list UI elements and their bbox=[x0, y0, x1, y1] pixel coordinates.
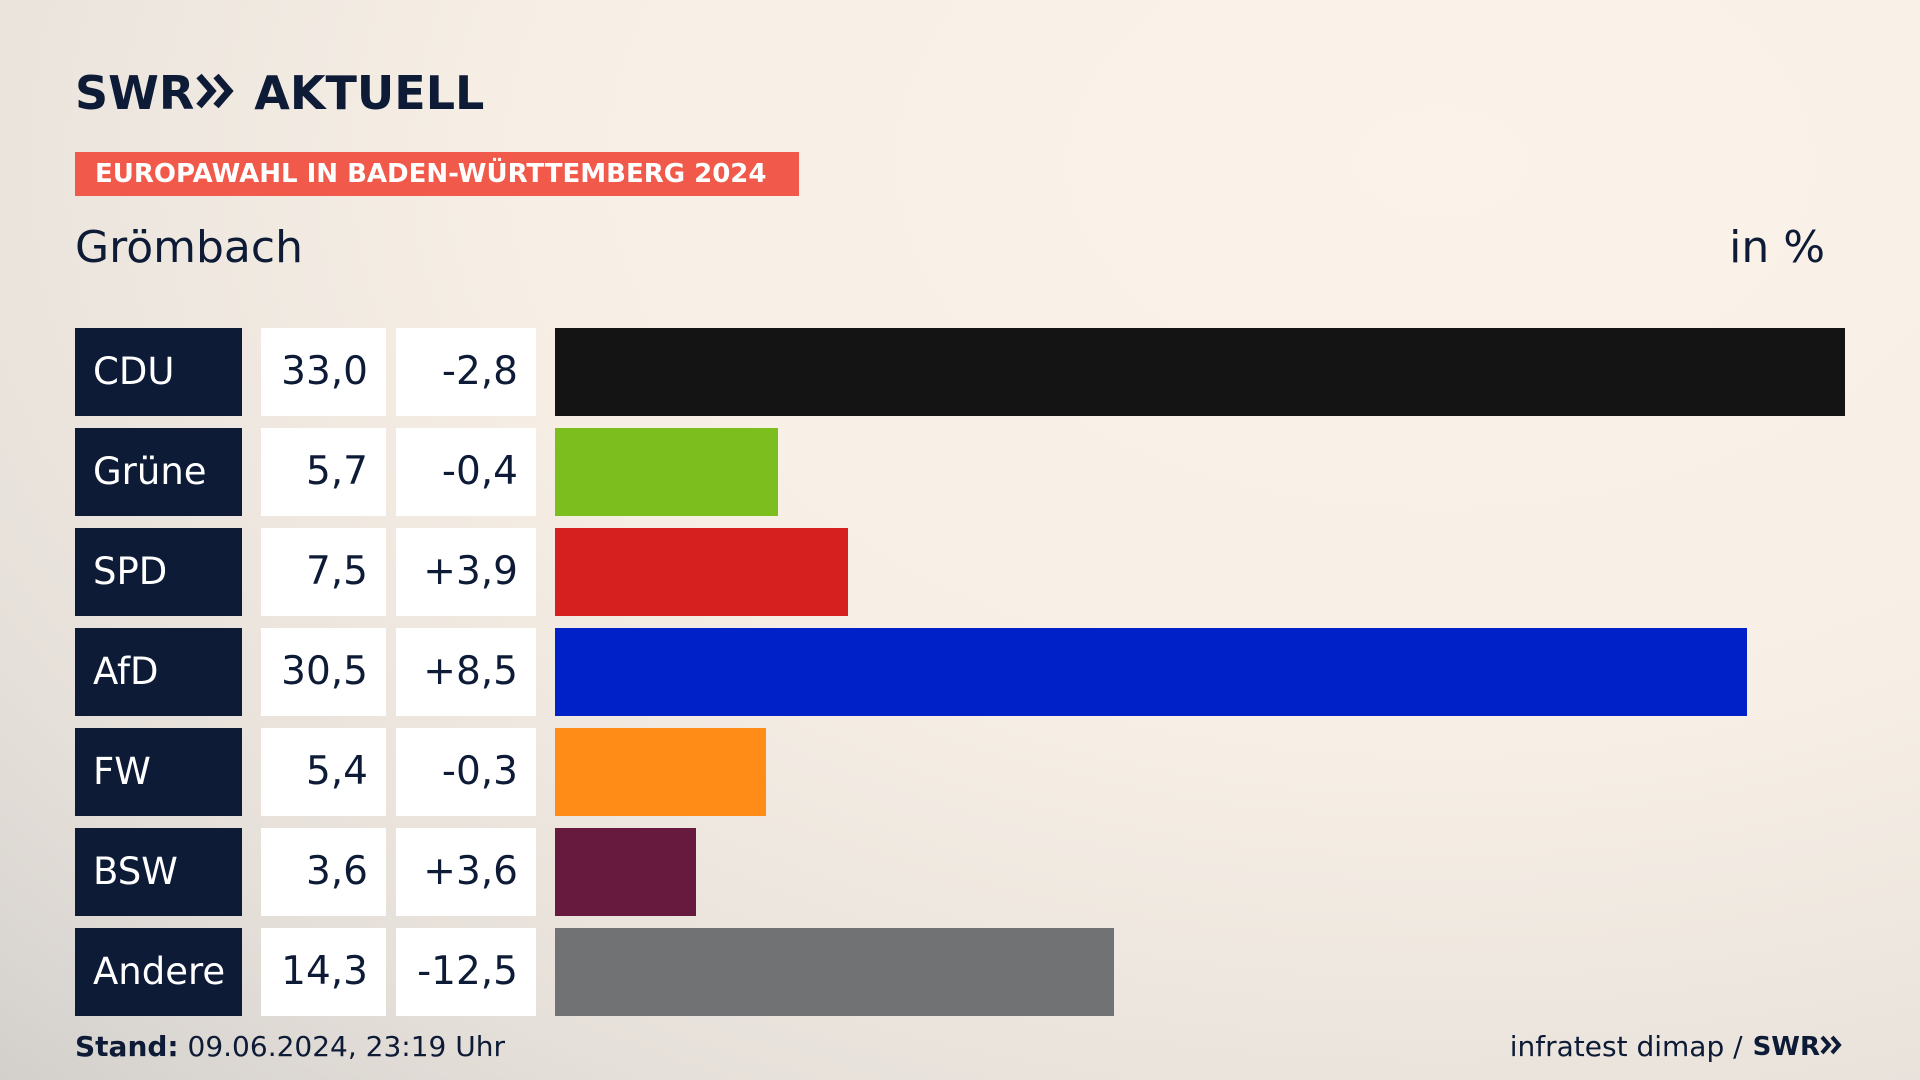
double-chevron-icon bbox=[196, 72, 236, 114]
vote-share-value: 5,7 bbox=[261, 428, 386, 516]
party-label: FW bbox=[75, 728, 242, 816]
timestamp: Stand: 09.06.2024, 23:19 Uhr bbox=[75, 1030, 505, 1063]
swr-aktuell-logo: SWR AKTUELL bbox=[75, 66, 484, 120]
source-text: infratest dimap / bbox=[1509, 1030, 1743, 1063]
result-bar bbox=[555, 728, 766, 816]
source-logo-swr: SWR bbox=[1752, 1031, 1820, 1062]
small-double-chevron-icon bbox=[1820, 1030, 1844, 1063]
result-bar bbox=[555, 628, 1747, 716]
stand-label: Stand: bbox=[75, 1030, 179, 1063]
party-label: Andere bbox=[75, 928, 242, 1016]
result-row: BSW 3,6 +3,6 bbox=[0, 828, 1920, 916]
vote-change-value: +3,9 bbox=[396, 528, 536, 616]
result-row: AfD 30,5 +8,5 bbox=[0, 628, 1920, 716]
stand-value: 09.06.2024, 23:19 Uhr bbox=[187, 1030, 505, 1063]
vote-change-value: -12,5 bbox=[396, 928, 536, 1016]
vote-share-value: 30,5 bbox=[261, 628, 386, 716]
party-label: BSW bbox=[75, 828, 242, 916]
vote-share-value: 14,3 bbox=[261, 928, 386, 1016]
logo-swr-text: SWR bbox=[75, 66, 195, 120]
result-bar bbox=[555, 528, 848, 616]
result-bar bbox=[555, 828, 696, 916]
result-row: SPD 7,5 +3,9 bbox=[0, 528, 1920, 616]
result-bar bbox=[555, 328, 1845, 416]
vote-change-value: +8,5 bbox=[396, 628, 536, 716]
vote-change-value: -0,3 bbox=[396, 728, 536, 816]
result-row: Grüne 5,7 -0,4 bbox=[0, 428, 1920, 516]
party-label: SPD bbox=[75, 528, 242, 616]
party-label: AfD bbox=[75, 628, 242, 716]
vote-share-value: 33,0 bbox=[261, 328, 386, 416]
result-row: FW 5,4 -0,3 bbox=[0, 728, 1920, 816]
vote-share-value: 5,4 bbox=[261, 728, 386, 816]
election-banner: EUROPAWAHL IN BADEN-WÜRTTEMBERG 2024 bbox=[75, 152, 799, 196]
party-label: CDU bbox=[75, 328, 242, 416]
logo-aktuell-text: AKTUELL bbox=[254, 66, 485, 120]
party-label: Grüne bbox=[75, 428, 242, 516]
place-title: Grömbach bbox=[75, 222, 303, 273]
vote-change-value: -0,4 bbox=[396, 428, 536, 516]
vote-change-value: +3,6 bbox=[396, 828, 536, 916]
source-credit: infratest dimap / SWR bbox=[1510, 1030, 1844, 1063]
vote-change-value: -2,8 bbox=[396, 328, 536, 416]
vote-share-value: 7,5 bbox=[261, 528, 386, 616]
vote-share-value: 3,6 bbox=[261, 828, 386, 916]
result-row: Andere 14,3 -12,5 bbox=[0, 928, 1920, 1016]
unit-label: in % bbox=[1729, 222, 1825, 273]
result-bar bbox=[555, 428, 778, 516]
result-row: CDU 33,0 -2,8 bbox=[0, 328, 1920, 416]
result-bar bbox=[555, 928, 1114, 1016]
